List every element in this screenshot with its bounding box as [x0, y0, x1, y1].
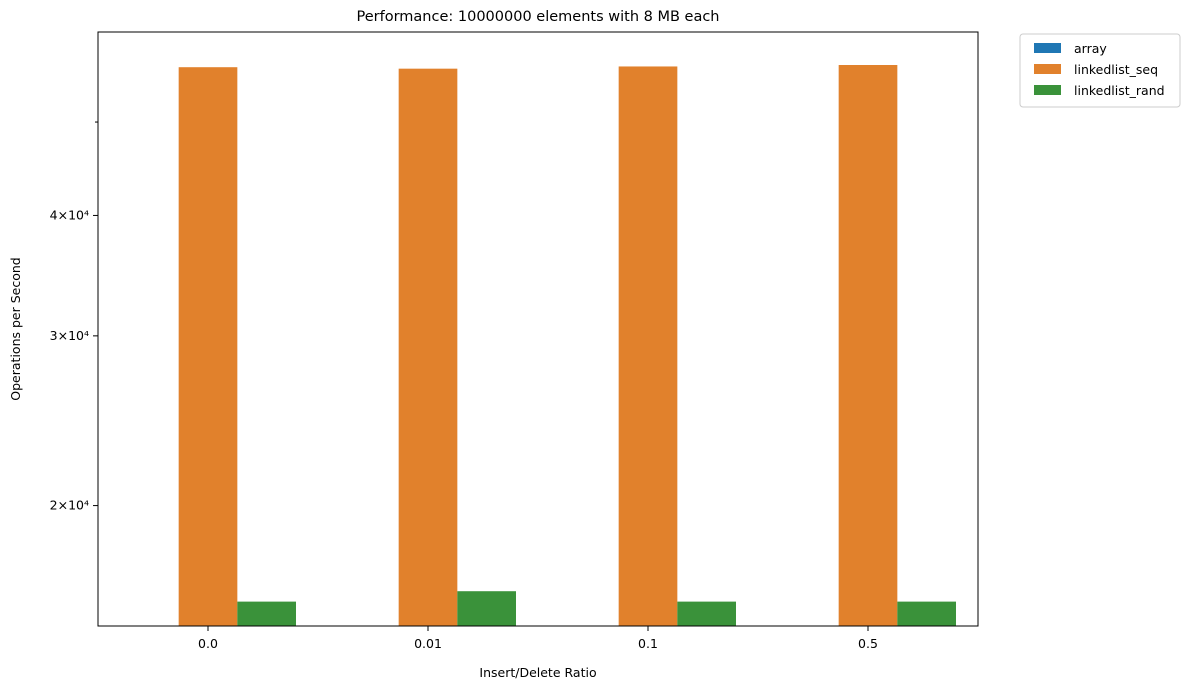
bar-linkedlist_seq-2 [618, 66, 678, 626]
legend-label-linkedlist_rand: linkedlist_rand [1074, 83, 1165, 98]
x-axis: 0.0 0.01 0.1 0.5 [198, 626, 878, 651]
legend-label-linkedlist_seq: linkedlist_seq [1074, 62, 1158, 77]
y-tick-label-2: 4×10⁴ [50, 207, 89, 222]
bar-linkedlist_seq-1 [398, 68, 458, 627]
y-tick-label-1: 3×10⁴ [50, 328, 89, 343]
y-tick-label-0: 2×10⁴ [50, 498, 89, 513]
x-tick-label-1: 0.01 [414, 636, 442, 651]
bars-group [178, 65, 956, 627]
legend-label-array: array [1074, 41, 1107, 56]
y-axis: 2×10⁴ 3×10⁴ 4×10⁴ [50, 121, 98, 513]
x-tick-label-0: 0.0 [198, 636, 218, 651]
x-tick-label-2: 0.1 [638, 636, 658, 651]
legend-swatch-linkedlist_seq [1034, 64, 1061, 74]
bar-linkedlist_seq-3 [838, 65, 898, 626]
plot-frame [97, 31, 979, 627]
legend-swatch-linkedlist_rand [1034, 85, 1061, 95]
bar-linkedlist_rand-3 [897, 601, 956, 626]
legend-swatch-array [1034, 43, 1061, 53]
bar-linkedlist_rand-2 [677, 601, 736, 626]
y-axis-label: Operations per Second [8, 257, 23, 400]
x-axis-label: Insert/Delete Ratio [479, 665, 596, 680]
x-tick-label-3: 0.5 [858, 636, 878, 651]
bar-linkedlist_seq-0 [178, 67, 238, 626]
bar-linkedlist_rand-1 [457, 591, 516, 626]
legend: array linkedlist_seq linkedlist_rand [1019, 33, 1181, 108]
chart-title: Performance: 10000000 elements with 8 MB… [357, 9, 720, 25]
bar-linkedlist_rand-0 [237, 601, 296, 626]
